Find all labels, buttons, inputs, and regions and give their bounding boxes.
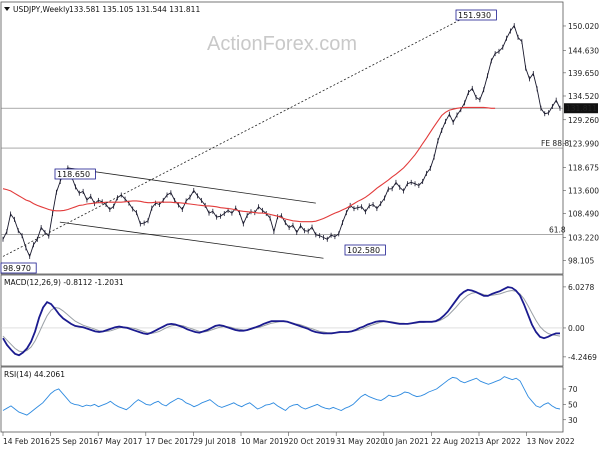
rsi-tick-label: 70 [568, 385, 578, 394]
low-label-102-box [344, 244, 386, 256]
rsi-title: RSI(14) 44.2061 [4, 370, 65, 379]
price-tick-label: 144.630 [568, 46, 599, 55]
x-tick-label: 10 Jan 2021 [384, 437, 429, 446]
rsi-tick-label: 50 [568, 400, 578, 409]
low-label-98-box [0, 262, 37, 274]
rsi-line [2, 376, 561, 416]
x-tick-label: 14 Feb 2016 [3, 437, 50, 446]
price-tick-label: 123.990 [568, 140, 599, 149]
macd-title: MACD(12,26,9) -0.8112 -1.2031 [4, 278, 124, 287]
price-tick-label: 98.105 [568, 256, 594, 265]
x-tick-label: 10 Mar 2019 [241, 437, 289, 446]
price-tick-label: 113.600 [568, 186, 599, 195]
ohlc-values: 133.581 135.105 131.544 131.811 [69, 5, 200, 14]
price-tick-label: 129.260 [568, 116, 599, 125]
price-header: USDJPY,Weekly 133.581 135.105 131.544 13… [4, 5, 200, 14]
x-tick-label: 17 Dec 2017 [146, 437, 194, 446]
rsi-pane [0, 366, 564, 433]
x-tick-label: 31 May 2020 [336, 437, 385, 446]
x-tick-label: 29 Jul 2018 [193, 437, 236, 446]
high-label-151: 151.930 [458, 11, 491, 20]
symbol-label: USDJPY,Weekly [13, 5, 70, 14]
x-tick-label: 13 Nov 2022 [527, 437, 575, 446]
high-label-118-box [54, 168, 96, 180]
fib-label: 61.8 [549, 225, 566, 234]
rsi-tick-label: 30 [568, 416, 578, 425]
price-tick-label: 108.490 [568, 210, 599, 219]
price-tick-label: 139.650 [568, 69, 599, 78]
x-tick-label: 3 Apr 2022 [479, 437, 521, 446]
macd-plot [1, 286, 563, 357]
fe-label: FE 88.8 [541, 139, 569, 148]
moving-average-line [2, 106, 496, 223]
price-pane [0, 1, 564, 275]
macd-tick-label: 6.0278 [568, 283, 594, 292]
x-tick-label: 25 Sep 2016 [51, 437, 99, 446]
price-tick-label: 134.520 [568, 92, 599, 101]
macd-pane [0, 274, 564, 367]
channel-lower-line [59, 221, 324, 259]
high-label-151-box [455, 9, 497, 21]
x-tick-label: 22 Aug 2021 [431, 437, 479, 446]
channel-upper-line [67, 167, 316, 204]
macd-tick-label: -4.2469 [568, 353, 597, 362]
price-tick-label: 150.020 [568, 22, 599, 31]
macd-tick-label: 0.00 [568, 324, 585, 333]
low-label-98: 98.970 [3, 264, 31, 273]
dropdown-triangle-icon[interactable] [4, 7, 10, 11]
rsi-plot [2, 376, 561, 416]
x-tick-label: 7 May 2017 [98, 437, 142, 446]
watermark: ActionForex.com [207, 33, 357, 55]
x-tick-label: 20 Oct 2019 [289, 437, 336, 446]
price-tick-label: 103.220 [568, 233, 599, 242]
low-label-102: 102.580 [347, 246, 380, 255]
macd-line [2, 286, 560, 357]
dotted-trend-line [2, 17, 465, 257]
price-plot: 151.930 118.650 102.580 98.970 131.811 FE 88.… [0, 9, 598, 274]
last-price-box [564, 103, 598, 114]
price-tick-label: 118.675 [568, 164, 599, 173]
axes: 150.020 144.630 139.650 134.520 129.260 123.9… [2, 22, 599, 446]
last-price-label: 131.811 [566, 104, 597, 113]
high-label-118: 118.650 [57, 170, 90, 179]
